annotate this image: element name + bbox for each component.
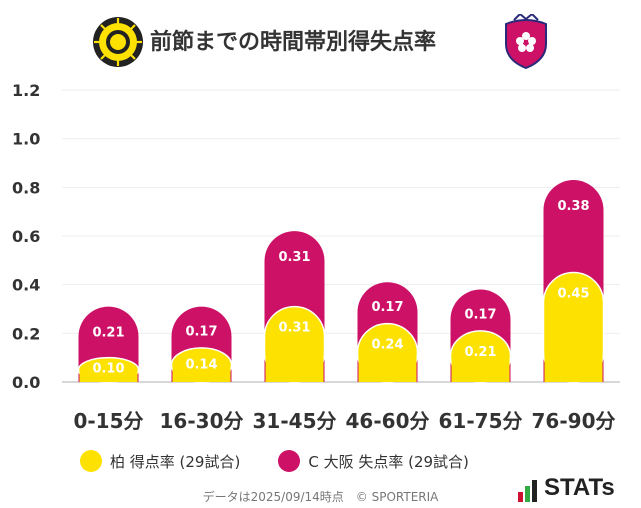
stats-brand-text: STATs (544, 474, 615, 501)
y-tick-label: 0.2 (12, 324, 40, 343)
cerezo-emblem-icon (505, 12, 547, 70)
data-label-scored: 0.21 (464, 345, 496, 360)
bar-segment-scored-base (544, 327, 603, 382)
data-label-scored: 0.31 (278, 321, 310, 336)
kashiwa-reysol-logo (92, 16, 144, 72)
footer-note: データは2025/09/14時点 © SPORTERIA (202, 490, 439, 504)
chart-title: 前節までの時間帯別得失点率 (150, 30, 437, 55)
data-label-conceded: 0.21 (92, 326, 124, 341)
data-label-conceded: 0.38 (557, 199, 589, 214)
bar-segment-scored-base (451, 356, 510, 382)
data-label-scored: 0.14 (185, 357, 217, 372)
legend-label-kashiwa: 柏 得点率 (29試合) (110, 452, 241, 471)
bar-segment-scored-base (265, 344, 324, 382)
data-label-scored: 0.45 (557, 287, 589, 302)
stats-logo-icon (518, 480, 539, 502)
data-label-conceded: 0.17 (185, 324, 217, 339)
bar-chart: 0.0 0.2 0.4 0.6 0.8 1.0 1.2 0.10 0.21 0-15分 0.14 0.… (12, 81, 620, 433)
x-category-label: 31-45分 (253, 409, 337, 433)
bar-segment-scored-base (358, 352, 417, 382)
y-tick-label: 1.2 (12, 81, 40, 100)
legend-swatch-magenta (278, 450, 301, 472)
data-label-scored: 0.24 (371, 338, 403, 353)
data-label-scored: 0.10 (92, 361, 124, 376)
legend: 柏 得点率 (29試合) C 大阪 失点率 (29試合) (80, 450, 507, 472)
legend-label-cerezo: C 大阪 失点率 (29試合) (308, 452, 469, 471)
x-category-label: 61-75分 (439, 409, 523, 433)
data-label-conceded: 0.17 (464, 307, 496, 322)
legend-swatch-yellow (80, 450, 102, 472)
x-category-label: 76-90分 (532, 409, 616, 433)
bar-segment-scored-base (79, 369, 138, 382)
y-tick-label: 0.0 (12, 373, 40, 392)
bar-segment-scored-base (172, 364, 231, 382)
y-tick-label: 0.8 (12, 178, 40, 197)
data-label-conceded: 0.17 (371, 300, 403, 315)
stats-brand: STATs (518, 474, 615, 502)
x-category-label: 16-30分 (160, 409, 244, 433)
kashiwa-emblem-icon (93, 17, 143, 67)
x-category-label: 46-60分 (346, 409, 430, 433)
x-category-label: 0-15分 (73, 409, 143, 433)
y-tick-label: 0.4 (12, 276, 40, 295)
y-tick-label: 0.6 (12, 227, 40, 246)
legend-item-cerezo: C 大阪 失点率 (29試合) (278, 450, 469, 472)
y-tick-label: 1.0 (12, 130, 40, 149)
legend-item-kashiwa: 柏 得点率 (29試合) (80, 450, 240, 472)
data-label-conceded: 0.31 (278, 250, 310, 265)
cerezo-osaka-logo (500, 12, 552, 74)
